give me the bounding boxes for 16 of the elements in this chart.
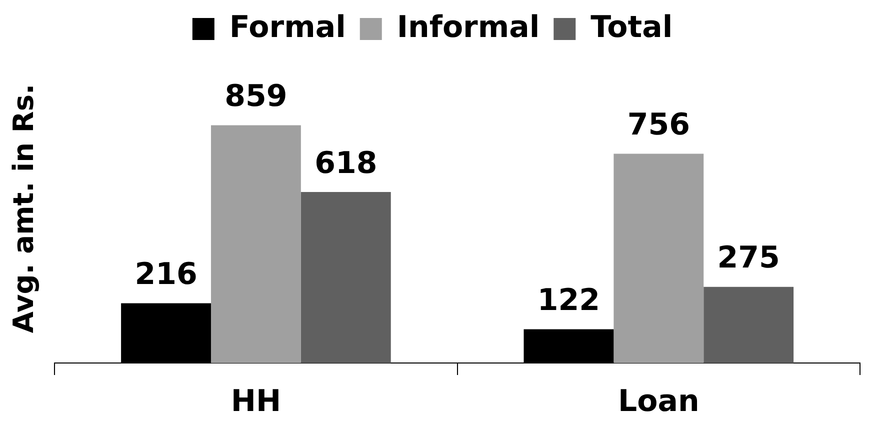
data-label: 216 [134, 257, 198, 292]
data-label: 275 [717, 240, 780, 276]
x-tick-label: HH [230, 384, 282, 419]
bar [300, 192, 391, 363]
data-label: 859 [224, 79, 288, 114]
y-axis-title: Avg. amt. in Rs. [7, 84, 40, 334]
x-tick-label: Loan [618, 384, 700, 419]
bar [614, 154, 704, 363]
legend-label: Total [590, 10, 673, 45]
data-label: 618 [314, 146, 378, 181]
data-label: 756 [627, 108, 690, 143]
bar [704, 286, 794, 363]
legend-label: Formal [229, 10, 346, 45]
legend-label: Informal [396, 10, 540, 45]
data-label: 122 [537, 283, 600, 318]
bar [210, 125, 301, 363]
